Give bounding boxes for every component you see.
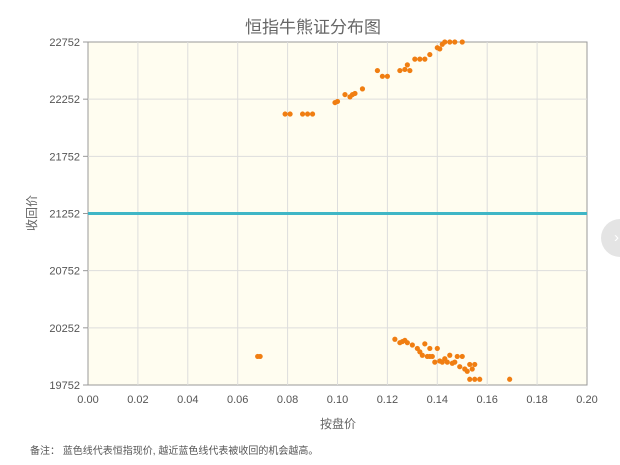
data-point bbox=[299, 111, 306, 117]
data-point bbox=[404, 340, 410, 346]
x-tick-label: 0.08 bbox=[277, 394, 298, 406]
data-point bbox=[469, 366, 475, 372]
data-point bbox=[429, 353, 435, 360]
y-tick-label: 20752 bbox=[49, 266, 80, 278]
data-point bbox=[304, 111, 311, 117]
data-point bbox=[477, 376, 483, 382]
y-tick-label: 21752 bbox=[49, 151, 80, 163]
data-point bbox=[392, 336, 398, 342]
y-tick-label: 21252 bbox=[49, 209, 80, 221]
grid bbox=[88, 42, 587, 385]
data-point bbox=[412, 56, 418, 62]
data-point bbox=[507, 376, 513, 382]
y-tick-label: 22252 bbox=[49, 94, 80, 106]
data-point bbox=[342, 91, 348, 98]
data-point bbox=[334, 98, 341, 105]
x-tick-labels: 0.00 0.02 0.04 0.06 0.08 0.10 0.12 0.14 0.16 0.18… bbox=[77, 394, 597, 406]
data-point bbox=[447, 352, 453, 358]
data-point bbox=[422, 341, 428, 347]
points-layer bbox=[255, 39, 513, 382]
data-point bbox=[287, 111, 293, 117]
y-tick-labels: 19752 20252 20752 21252 21752 22252 22752 bbox=[49, 37, 88, 392]
data-point bbox=[409, 342, 415, 348]
data-point bbox=[442, 39, 448, 45]
data-point bbox=[359, 86, 366, 92]
data-point bbox=[457, 364, 463, 370]
data-point bbox=[282, 111, 288, 117]
data-point bbox=[407, 67, 413, 74]
data-point bbox=[467, 361, 473, 368]
data-point bbox=[384, 73, 390, 79]
chart-title: 恒指牛熊证分布图 bbox=[245, 18, 381, 38]
chevron-right-icon: › bbox=[614, 229, 619, 246]
x-tick-label: 0.12 bbox=[377, 394, 398, 406]
data-point bbox=[257, 353, 263, 360]
x-tick-label: 0.04 bbox=[177, 394, 198, 406]
chart-note: 备注： 蓝色线代表恒指现价, 越近蓝色线代表被收回的机会越高。 bbox=[30, 446, 319, 457]
data-point bbox=[432, 359, 438, 365]
x-tick-label: 0.20 bbox=[576, 394, 597, 406]
data-point bbox=[352, 90, 358, 97]
x-axis-label: 按盘价 bbox=[320, 416, 356, 431]
data-point bbox=[427, 345, 433, 352]
x-tick-label: 0.06 bbox=[227, 394, 248, 406]
data-point bbox=[427, 51, 433, 58]
bull-bear-distribution-chart: 恒指牛熊证分布图 0.00 0.02 0.04 0.06 0.08 0.10 0.12 0.1… bbox=[25, 18, 598, 431]
y-tick-label: 19752 bbox=[49, 380, 80, 392]
data-point bbox=[444, 359, 450, 365]
data-point bbox=[472, 361, 478, 368]
data-point bbox=[404, 62, 410, 68]
x-tick-label: 0.00 bbox=[77, 394, 98, 406]
data-point bbox=[419, 352, 425, 358]
next-button[interactable]: › bbox=[601, 219, 620, 257]
data-point bbox=[454, 353, 460, 360]
x-tick-label: 0.16 bbox=[476, 394, 497, 406]
x-tick-label: 0.14 bbox=[427, 394, 448, 406]
data-point bbox=[379, 73, 386, 79]
data-point bbox=[417, 56, 423, 62]
y-axis-label: 收回价 bbox=[25, 195, 39, 231]
y-tick-label: 20252 bbox=[49, 323, 80, 335]
data-point bbox=[459, 39, 465, 45]
data-point bbox=[467, 376, 473, 382]
data-point bbox=[459, 353, 465, 360]
y-tick-label: 22752 bbox=[49, 37, 80, 49]
data-point bbox=[309, 111, 316, 117]
data-point bbox=[464, 368, 470, 374]
x-tick-label: 0.18 bbox=[526, 394, 547, 406]
data-point bbox=[374, 67, 381, 74]
x-tick-label: 0.10 bbox=[327, 394, 348, 406]
data-point bbox=[452, 39, 458, 45]
data-point bbox=[434, 345, 440, 352]
data-point bbox=[397, 67, 403, 74]
x-tick-label: 0.02 bbox=[127, 394, 148, 406]
data-point bbox=[437, 46, 443, 52]
data-point bbox=[402, 66, 408, 73]
data-point bbox=[447, 39, 453, 45]
data-point bbox=[472, 376, 478, 382]
data-point bbox=[422, 56, 428, 62]
data-point bbox=[452, 359, 458, 365]
